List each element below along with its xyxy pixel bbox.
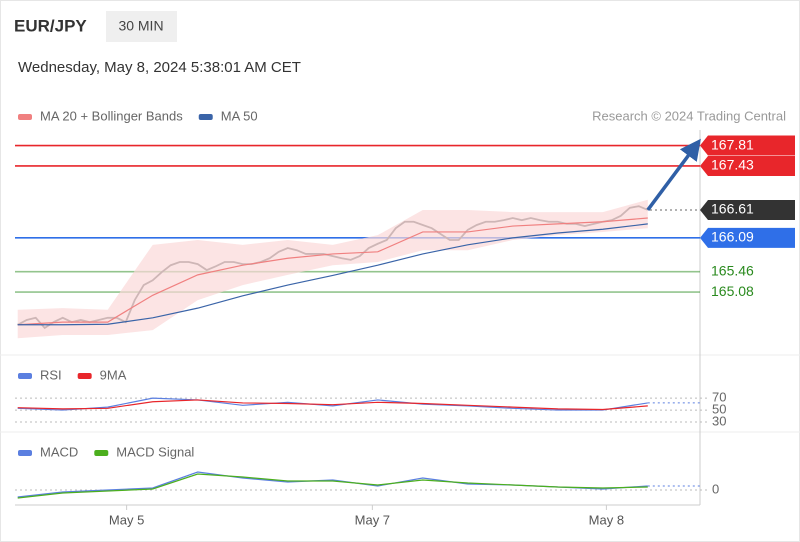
timestamp: Wednesday, May 8, 2024 5:38:01 AM CET <box>18 59 301 76</box>
legend-swatch <box>18 373 32 379</box>
series-line <box>17 223 648 326</box>
level-flag <box>700 227 795 248</box>
y-tick-label: 50 <box>712 402 726 417</box>
series-line <box>17 399 648 411</box>
interval: 30 MIN <box>118 18 163 34</box>
series-line <box>17 473 648 499</box>
legend-label: MA 50 <box>221 108 258 123</box>
level-flag <box>700 135 795 156</box>
series-line <box>17 217 648 326</box>
level-label: 167.43 <box>711 157 754 173</box>
legend-swatch <box>94 450 109 456</box>
legend-swatch <box>198 114 213 120</box>
level-flag <box>700 155 795 176</box>
legend-swatch <box>77 373 92 379</box>
legend-swatch <box>18 114 32 120</box>
bollinger-band <box>17 199 648 339</box>
series-line <box>17 397 648 411</box>
symbol: EUR/JPY <box>14 16 87 35</box>
x-tick-label: May 5 <box>109 512 144 527</box>
y-tick-label: 30 <box>712 413 726 428</box>
legend-label: RSI <box>40 367 62 382</box>
x-tick-label: May 7 <box>355 512 390 527</box>
forecast-arrow <box>646 138 701 211</box>
level-flag <box>700 199 795 220</box>
level-label: 167.81 <box>711 136 754 152</box>
level-label: 166.61 <box>711 201 754 217</box>
level-label: 165.08 <box>711 283 754 299</box>
y-tick-label: 0 <box>712 481 719 496</box>
level-label: 166.09 <box>711 229 754 245</box>
credit: Research © 2024 Trading Central <box>592 108 786 123</box>
legend-label: 9MA <box>100 367 127 382</box>
interval-box <box>106 11 177 42</box>
legend-label: MACD <box>40 444 78 459</box>
level-label: 165.46 <box>711 262 754 278</box>
x-tick-label: May 8 <box>589 512 624 527</box>
legend-label: MA 20 + Bollinger Bands <box>40 108 183 123</box>
legend-swatch <box>18 450 32 456</box>
legend-label: MACD Signal <box>116 444 194 459</box>
y-tick-label: 70 <box>712 390 726 405</box>
